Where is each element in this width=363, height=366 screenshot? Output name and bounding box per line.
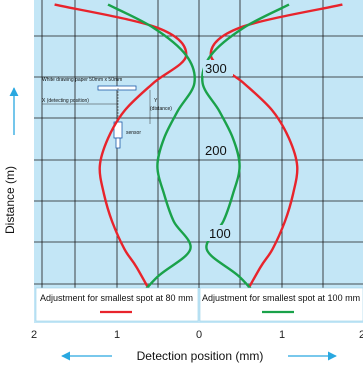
label-bg-100 (207, 225, 233, 241)
distance-label-300: 300 (205, 61, 227, 76)
x-label: X (detecting position) (42, 98, 89, 104)
sensor-label: sensor (126, 130, 141, 136)
series-0-left-curve (54, 3, 188, 306)
x-tick-label: 1 (114, 329, 120, 341)
distance-label-100: 100 (209, 226, 231, 241)
paper-shape (97, 85, 137, 91)
paper-label: White drawing paper 50mm x 50mm (42, 77, 122, 83)
legend-box-80 (35, 287, 199, 322)
label-bg-300 (203, 60, 233, 76)
x-tick-labels: 2 1 0 1 2 (31, 329, 363, 341)
y-axis-label: Distance (m) (3, 166, 17, 234)
setup-diagram: White drawing paper 50mm x 50mm X (detec… (42, 77, 172, 149)
series-1-right-curve (201, 3, 290, 306)
y-label: Y (154, 98, 158, 104)
legend: Adjustment for smallest spot at 80 mm Ad… (35, 287, 363, 322)
series-1-left-curve (107, 3, 196, 306)
label-bg-200 (203, 142, 233, 158)
x-axis-label: Detection position (mm) (137, 349, 264, 363)
plot-area (34, 0, 363, 323)
series-0-right-curve (209, 3, 343, 306)
x-tick-label: 2 (31, 329, 37, 341)
x-tick-label: 1 (279, 329, 285, 341)
curves (54, 3, 343, 306)
x-tick-label: 2 (359, 329, 363, 341)
legend-label-100: Adjustment for smallest spot at 100 mm (202, 293, 360, 303)
sensor-base (115, 137, 121, 149)
distance-label-200: 200 (205, 143, 227, 158)
grid (34, 0, 363, 288)
legend-box-100 (199, 287, 363, 322)
legend-label-80: Adjustment for smallest spot at 80 mm (40, 293, 193, 303)
y-sub-label: (distance) (150, 106, 172, 112)
x-tick-label: 0 (196, 329, 202, 341)
